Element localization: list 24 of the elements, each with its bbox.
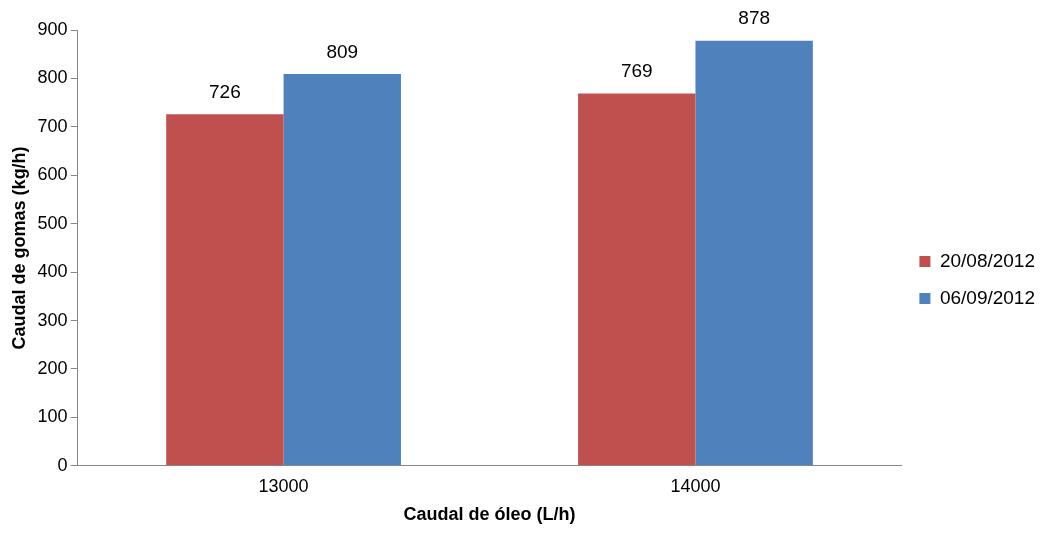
bar (166, 114, 284, 466)
x-axis-title: Caudal de óleo (L/h) (403, 504, 576, 525)
y-tick-label: 400 (37, 261, 68, 282)
legend-label: 20/08/2012 (939, 249, 1035, 271)
bar (578, 93, 696, 466)
y-tick-label: 200 (37, 357, 68, 378)
y-tick-label: 900 (37, 18, 68, 39)
data-label: 769 (620, 60, 653, 82)
y-tick-label: 0 (57, 454, 68, 475)
y-tick-label: 500 (37, 212, 68, 233)
data-label: 809 (326, 40, 359, 62)
legend-label: 06/09/2012 (939, 286, 1035, 308)
y-tick-label: 600 (37, 164, 68, 185)
bar (283, 74, 401, 466)
y-tick-label: 100 (37, 406, 68, 427)
data-label: 878 (738, 7, 771, 29)
bar (695, 40, 813, 466)
y-axis-title: Caudal de gomas (kg/h) (8, 146, 29, 350)
x-tick-label: 14000 (670, 475, 721, 496)
data-label: 726 (209, 80, 241, 102)
y-tick-label: 300 (37, 309, 68, 330)
y-tick-label: 700 (37, 115, 68, 136)
y-tick-label: 800 (37, 67, 68, 88)
x-tick-label: 13000 (258, 475, 309, 496)
